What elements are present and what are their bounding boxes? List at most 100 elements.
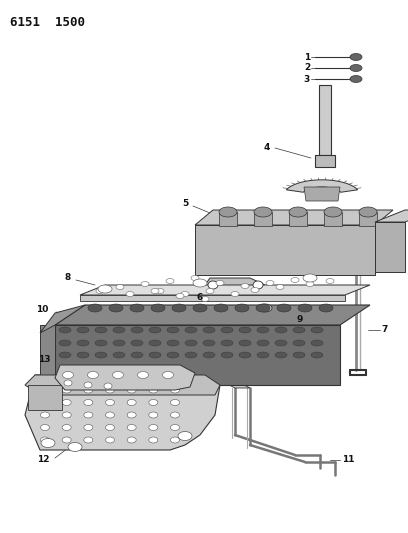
Polygon shape bbox=[40, 325, 55, 385]
Ellipse shape bbox=[239, 352, 251, 358]
Ellipse shape bbox=[178, 432, 192, 440]
Ellipse shape bbox=[151, 304, 165, 312]
Ellipse shape bbox=[306, 281, 314, 287]
Ellipse shape bbox=[40, 412, 49, 418]
Ellipse shape bbox=[127, 387, 136, 393]
Ellipse shape bbox=[109, 304, 123, 312]
Ellipse shape bbox=[276, 285, 284, 289]
Ellipse shape bbox=[251, 287, 259, 293]
Ellipse shape bbox=[127, 412, 136, 418]
Ellipse shape bbox=[106, 412, 115, 418]
Polygon shape bbox=[80, 285, 370, 295]
Ellipse shape bbox=[219, 207, 237, 217]
Text: 6151  1500: 6151 1500 bbox=[10, 16, 85, 29]
Ellipse shape bbox=[84, 412, 93, 418]
Ellipse shape bbox=[208, 281, 218, 289]
Ellipse shape bbox=[193, 279, 207, 287]
Ellipse shape bbox=[171, 412, 180, 418]
Text: 8: 8 bbox=[65, 273, 71, 282]
Ellipse shape bbox=[77, 327, 89, 333]
Ellipse shape bbox=[277, 304, 291, 312]
Ellipse shape bbox=[258, 322, 272, 330]
Ellipse shape bbox=[350, 53, 362, 61]
Ellipse shape bbox=[62, 412, 71, 418]
Ellipse shape bbox=[40, 400, 49, 406]
Ellipse shape bbox=[149, 424, 158, 431]
Ellipse shape bbox=[87, 372, 98, 378]
Ellipse shape bbox=[221, 327, 233, 333]
Ellipse shape bbox=[185, 340, 197, 346]
Polygon shape bbox=[200, 370, 250, 388]
Ellipse shape bbox=[116, 285, 124, 289]
Ellipse shape bbox=[131, 352, 143, 358]
Ellipse shape bbox=[350, 76, 362, 83]
Ellipse shape bbox=[84, 424, 93, 431]
Polygon shape bbox=[55, 325, 340, 385]
Ellipse shape bbox=[113, 352, 125, 358]
Polygon shape bbox=[25, 375, 220, 395]
Ellipse shape bbox=[156, 288, 164, 294]
Ellipse shape bbox=[96, 288, 104, 294]
Ellipse shape bbox=[84, 437, 93, 443]
Ellipse shape bbox=[275, 327, 287, 333]
Polygon shape bbox=[319, 85, 331, 155]
Ellipse shape bbox=[256, 304, 270, 312]
Ellipse shape bbox=[62, 387, 71, 393]
Ellipse shape bbox=[239, 327, 251, 333]
Ellipse shape bbox=[59, 352, 71, 358]
Ellipse shape bbox=[88, 304, 102, 312]
Polygon shape bbox=[289, 212, 307, 226]
Ellipse shape bbox=[64, 380, 72, 386]
Polygon shape bbox=[375, 210, 408, 222]
Text: 2: 2 bbox=[304, 63, 310, 72]
Ellipse shape bbox=[171, 400, 180, 406]
Ellipse shape bbox=[324, 207, 342, 217]
Ellipse shape bbox=[275, 340, 287, 346]
Ellipse shape bbox=[293, 327, 305, 333]
Polygon shape bbox=[375, 222, 405, 272]
Ellipse shape bbox=[289, 207, 307, 217]
Ellipse shape bbox=[41, 439, 55, 448]
Text: 13: 13 bbox=[38, 356, 50, 365]
Ellipse shape bbox=[106, 437, 115, 443]
Ellipse shape bbox=[203, 352, 215, 358]
Ellipse shape bbox=[311, 352, 323, 358]
Text: 6: 6 bbox=[197, 294, 203, 303]
Polygon shape bbox=[258, 308, 272, 326]
Ellipse shape bbox=[257, 352, 269, 358]
Polygon shape bbox=[315, 155, 335, 167]
Ellipse shape bbox=[113, 372, 124, 378]
Text: 1: 1 bbox=[304, 52, 310, 61]
Ellipse shape bbox=[113, 327, 125, 333]
Ellipse shape bbox=[258, 304, 272, 312]
Ellipse shape bbox=[131, 340, 143, 346]
Ellipse shape bbox=[62, 400, 71, 406]
Ellipse shape bbox=[191, 276, 199, 280]
Ellipse shape bbox=[77, 352, 89, 358]
Polygon shape bbox=[40, 305, 85, 333]
Ellipse shape bbox=[221, 352, 233, 358]
Ellipse shape bbox=[166, 279, 174, 284]
Ellipse shape bbox=[62, 437, 71, 443]
Ellipse shape bbox=[239, 340, 251, 346]
Polygon shape bbox=[359, 212, 377, 226]
Polygon shape bbox=[304, 187, 340, 201]
Ellipse shape bbox=[84, 400, 93, 406]
Ellipse shape bbox=[176, 294, 184, 298]
Ellipse shape bbox=[206, 288, 214, 294]
Ellipse shape bbox=[98, 285, 112, 293]
Text: 3: 3 bbox=[304, 75, 310, 84]
Polygon shape bbox=[55, 305, 370, 325]
Ellipse shape bbox=[95, 327, 107, 333]
Ellipse shape bbox=[293, 340, 305, 346]
Polygon shape bbox=[219, 212, 237, 226]
Ellipse shape bbox=[40, 387, 49, 393]
Polygon shape bbox=[55, 365, 195, 390]
Polygon shape bbox=[205, 278, 265, 292]
Ellipse shape bbox=[253, 281, 263, 289]
Ellipse shape bbox=[149, 387, 158, 393]
Ellipse shape bbox=[257, 340, 269, 346]
Ellipse shape bbox=[62, 372, 73, 378]
Ellipse shape bbox=[40, 424, 49, 431]
Text: 10: 10 bbox=[36, 305, 48, 314]
